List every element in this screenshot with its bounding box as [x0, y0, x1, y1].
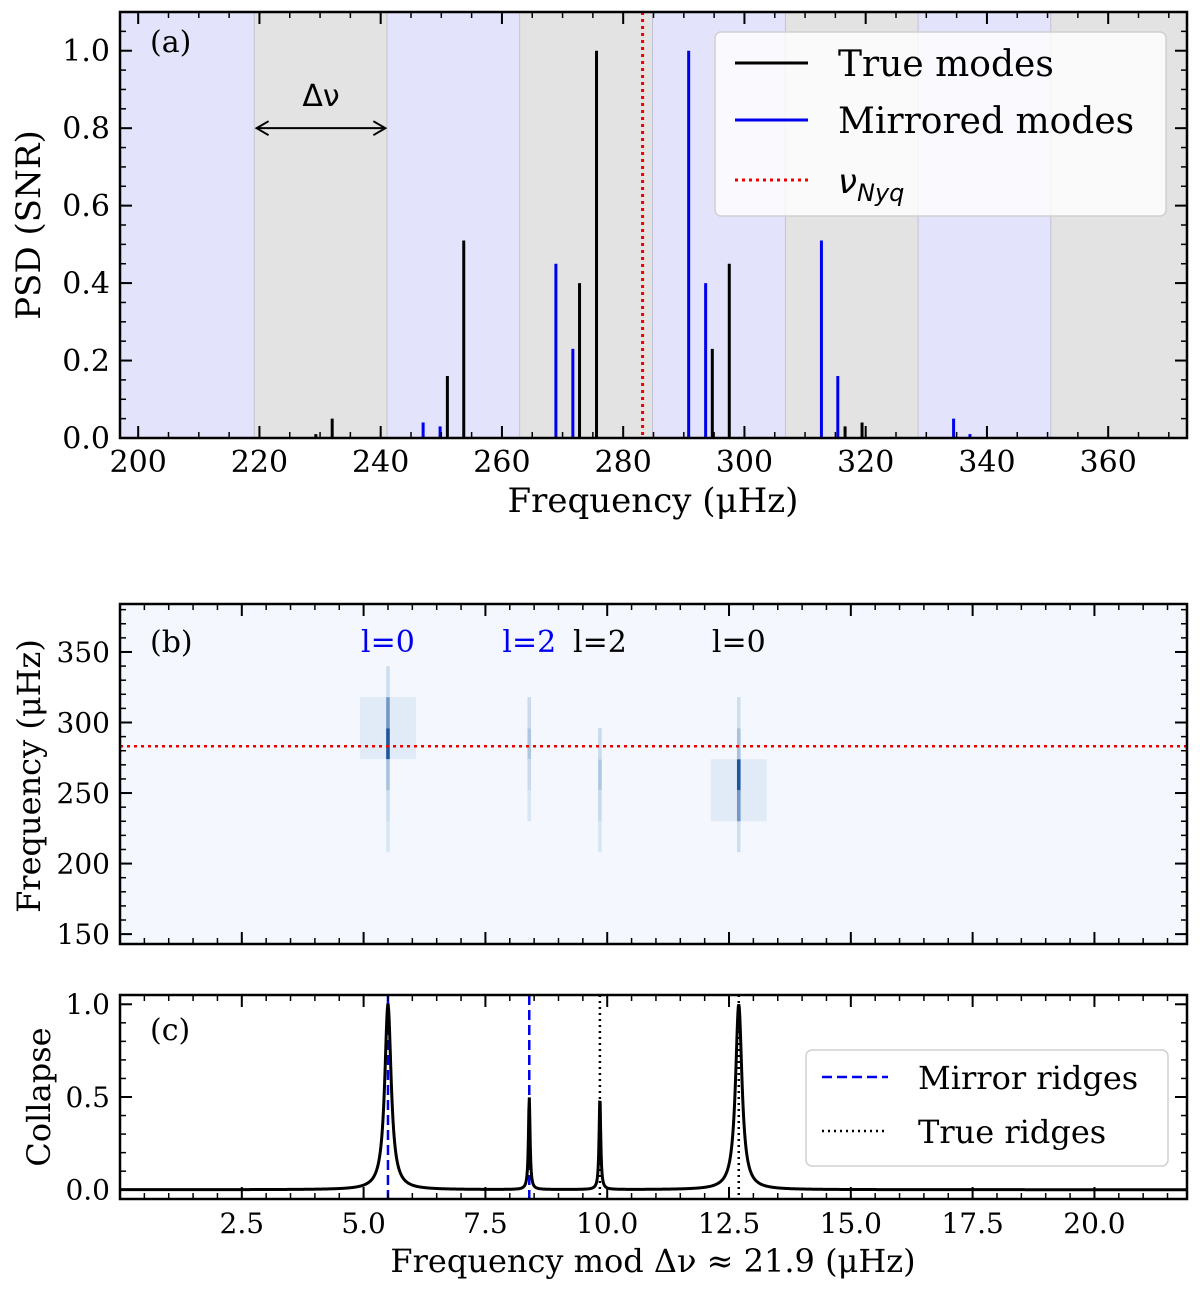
panel-a-y-tick-label: 0.4: [62, 267, 110, 302]
panel-b-y-tick-label: 200: [57, 847, 110, 880]
legend-nyquist-symbol: ν: [838, 162, 857, 202]
legend-mirrored-modes-label: Mirrored modes: [838, 101, 1134, 142]
panel-c-xlabel: Frequency mod Δν ≈ 21.9 (μHz): [390, 1242, 915, 1280]
echelle-ridge-cell: [386, 759, 390, 791]
echelle-ridge-cell: [527, 759, 532, 791]
delta-nu-arrow: [254, 120, 388, 137]
panel-c-legend: Mirror ridges True ridges: [805, 1049, 1169, 1167]
panel-a-label: (a): [150, 25, 191, 60]
echelle-ridge-cell: [527, 697, 532, 729]
panel-a-y-tick-label: 1.0: [62, 34, 110, 69]
echelle-ridge-cell: [386, 697, 390, 729]
echelle-ridge-cell: [598, 728, 602, 760]
delta-nu-band: [254, 12, 388, 438]
delta-nu-arrow-head-right: [372, 120, 388, 137]
panel-a-x-tick-label: 300: [716, 445, 773, 480]
panel-a-x-tick-label: 200: [110, 445, 167, 480]
degree-label: l=2: [502, 625, 556, 660]
echelle-ridge-cell: [527, 728, 532, 760]
panel-b-y-tick-label: 150: [57, 918, 110, 951]
panel-c-collapse: 2.5 5.0 7.5 10.0 12.5 15.0 17.5 20.0 0.0 0.5 1.0 (…: [20, 988, 1189, 1280]
delta-nu-band: [120, 12, 255, 438]
echelle-ridge-cell: [598, 790, 602, 822]
panel-c-x-tick-label: 15.0: [820, 1207, 882, 1240]
panel-a-psd: 200 220 240 260 280 300 320 340 360 0.0 0.2 0.4 0.6 0…: [9, 10, 1189, 521]
legend-nyquist-subscript: Nyq: [857, 179, 904, 207]
delta-nu-band: [520, 12, 653, 438]
panel-c-y-tick-label: 0.0: [65, 1174, 110, 1207]
delta-nu-band: [387, 12, 521, 438]
panel-a-x-tick-label: 240: [352, 445, 409, 480]
panel-a-y-tick-label: 0.2: [62, 344, 110, 379]
panel-c-x-tick-label: 12.5: [698, 1207, 760, 1240]
echelle-ridge-cell: [736, 790, 741, 822]
panel-b-y-tick-label: 250: [57, 777, 110, 810]
panel-c-ylabel: Collapse: [20, 1027, 58, 1166]
echelle-ridge-cell: [386, 728, 390, 760]
panel-c-y-tick-label: 1.0: [65, 988, 110, 1021]
echelle-ridge-cell: [527, 790, 532, 822]
panel-b-background: [120, 604, 1187, 944]
panel-c-x-tick-label: 20.0: [1063, 1207, 1125, 1240]
panel-c-y-tick-label: 0.5: [65, 1081, 110, 1114]
echelle-ridge-cell: [386, 821, 390, 853]
panel-b-label: (b): [150, 625, 193, 660]
panel-a-x-tick-label: 280: [595, 445, 652, 480]
echelle-ridge-cell: [598, 821, 602, 853]
degree-label: l=0: [361, 625, 415, 660]
panel-c-x-tick-label: 7.5: [463, 1207, 508, 1240]
panel-a-xlabel: Frequency (μHz): [508, 481, 799, 521]
legend-true-modes-label: True modes: [838, 44, 1054, 85]
degree-label: l=0: [712, 625, 766, 660]
panel-a-y-tick-label: 0.6: [62, 189, 110, 224]
panel-a-x-tick-label: 340: [958, 445, 1015, 480]
panel-c-x-tick-label: 10.0: [576, 1207, 638, 1240]
panel-c-x-tick-label: 17.5: [941, 1207, 1003, 1240]
panel-a-y-tick-label: 0.8: [62, 112, 110, 147]
panel-a-x-tick-label: 220: [231, 445, 288, 480]
panel-b-y-tick-label: 350: [57, 636, 110, 669]
panel-a-x-tick-label: 320: [837, 445, 894, 480]
echelle-ridge-cell: [736, 821, 741, 853]
degree-label: l=2: [573, 625, 627, 660]
panel-a-y-tick-label: 0.0: [62, 422, 110, 457]
panel-b-y-tick-label: 300: [57, 706, 110, 739]
delta-nu-label: Δν: [302, 79, 339, 114]
panel-a-x-tick-label: 360: [1080, 445, 1137, 480]
echelle-ridge-cell: [386, 790, 390, 822]
legend-nyquist-label: νNyq: [838, 162, 904, 207]
panel-a-x-tick-label: 260: [473, 445, 530, 480]
panel-a-ylabel: PSD (SNR): [9, 130, 49, 319]
panel-c-x-tick-label: 5.0: [341, 1207, 386, 1240]
panel-b-frame: [118, 602, 1189, 946]
echelle-ridge-cell: [598, 759, 602, 791]
echelle-ridge-cell: [386, 666, 390, 698]
echelle-ridge-cell: [736, 697, 741, 729]
panel-a-legend: True modes Mirrored modes νNyq: [714, 31, 1167, 217]
panel-b-echelle: 150 200 250 300 350 l=0 l=2 l=2 l=0 (b) Frequen…: [10, 602, 1189, 951]
panel-b-ylabel: Frequency (μHz): [10, 639, 48, 913]
legend-true-ridges-label: True ridges: [918, 1113, 1106, 1151]
echelle-ridge-cell: [736, 728, 741, 760]
delta-nu-arrow-head-left: [254, 120, 270, 137]
echelle-ridge-cell: [736, 759, 741, 791]
legend-mirror-ridges-label: Mirror ridges: [918, 1059, 1138, 1097]
panel-c-label: (c): [150, 1013, 190, 1048]
collapse-curve: [120, 1003, 1187, 1192]
panel-c-x-tick-label: 2.5: [220, 1207, 265, 1240]
